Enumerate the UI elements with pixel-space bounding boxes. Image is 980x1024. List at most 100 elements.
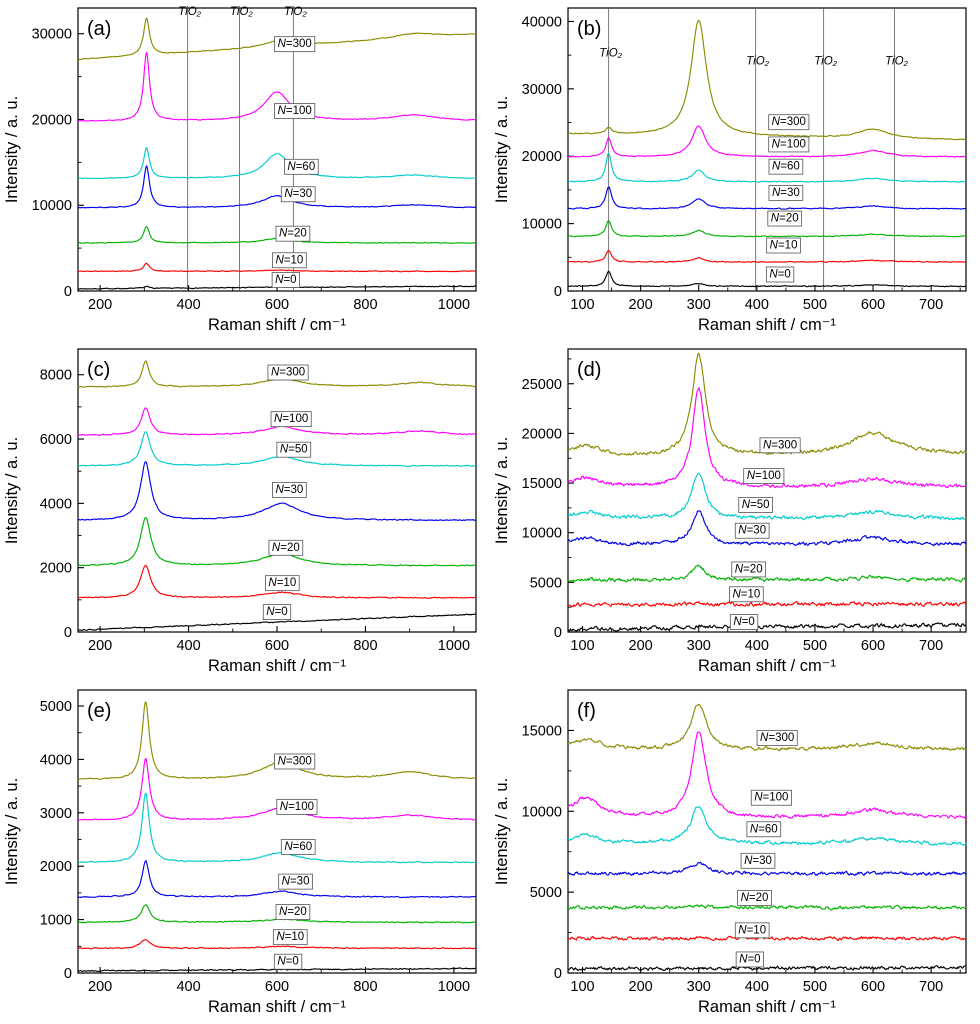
curve-label-box	[272, 481, 307, 498]
curve-label-box	[768, 136, 810, 153]
series-curve-N=0	[567, 270, 967, 288]
x-tick-label: 400	[176, 979, 200, 995]
curve-label-box	[275, 904, 311, 920]
y-tick-label: 10000	[32, 198, 72, 214]
series-curve-N=300	[567, 19, 966, 141]
x-axis-title: Raman shift / cm⁻¹	[208, 657, 346, 675]
x-tick-label: 800	[353, 979, 377, 995]
curve-label-box	[262, 604, 292, 620]
y-tick-label: 0	[554, 284, 562, 300]
series-curve-N=60	[77, 147, 476, 180]
panel-letter-d: (d)	[577, 359, 601, 381]
curve-label-N=0: N=0	[266, 606, 287, 618]
panel-f: 100 200 300 400 500 600 700 0 5000 10000 15000 N=0 N…	[490, 682, 980, 1023]
curve-label-box	[273, 953, 303, 970]
y-tick-label: 0	[64, 966, 72, 982]
panel-c: 200 400 600 800 1000 0 2000 4000 6000 8000 N=0 N=10…	[0, 341, 490, 682]
series-curve-N=60	[567, 806, 967, 846]
curve-label-N=20: N=20	[771, 213, 799, 225]
panel-e: 200 400 600 800 1000 0 1000 2000 3000 4000 5000 N=0…	[0, 682, 490, 1023]
x-tick-label: 300	[687, 979, 711, 995]
panel-d-plot: 100 200 300 400 500 600 700 0 5000 10000 15000 2000…	[493, 348, 967, 675]
curve-label-N=300: N=300	[772, 116, 806, 128]
curve-label-N=20: N=20	[279, 906, 307, 918]
tio2-label: TiO₂	[746, 56, 769, 68]
x-tick-label: 400	[745, 297, 769, 313]
curve-label-box	[740, 852, 776, 869]
curve-label-box	[729, 586, 764, 603]
curve-label-N=0: N=0	[277, 956, 298, 968]
x-tick-label: 600	[861, 297, 885, 313]
y-tick-label: 25000	[522, 377, 562, 393]
curve-label-N=100: N=100	[280, 801, 314, 813]
y-tick-label: 40000	[522, 14, 562, 30]
x-tick-label: 600	[265, 638, 289, 654]
series-curve-N=30	[567, 186, 967, 210]
y-tick-label: 1000	[40, 913, 72, 929]
x-tick-label: 300	[687, 297, 711, 313]
curve-label-N=10: N=10	[738, 924, 766, 936]
curve-label-N=0: N=0	[769, 268, 790, 280]
y-axis-title: Intensity / a. u.	[493, 778, 511, 885]
axes-frame	[567, 348, 967, 633]
curve-label-box	[765, 266, 795, 283]
y-tick-label: 15000	[522, 723, 562, 739]
curve-label-box	[768, 158, 804, 175]
x-tick-label: 1000	[438, 979, 470, 995]
curve-label-N=30: N=30	[738, 525, 766, 537]
curve-label-box	[734, 922, 770, 939]
curve-label-N=10: N=10	[268, 577, 296, 589]
x-axis-title: Raman shift / cm⁻¹	[208, 316, 346, 334]
panel-f-plot: 100 200 300 400 500 600 700 0 5000 10000 15000 N=0 N…	[493, 689, 967, 1016]
x-tick-label: 200	[629, 638, 653, 654]
y-axis-title: Intensity / a. u.	[3, 437, 21, 544]
curve-label-box	[274, 36, 316, 53]
x-tick-label: 600	[265, 979, 289, 995]
curve-label-box	[737, 890, 772, 906]
series-curve-N=30	[77, 165, 476, 209]
x-tick-label: 1000	[438, 297, 470, 313]
curve-label-N=20: N=20	[741, 892, 769, 904]
panel-e-plot: 200 400 600 800 1000 0 1000 2000 3000 4000 5000 N=0…	[3, 689, 477, 1016]
x-tick-label: 600	[265, 297, 289, 313]
y-tick-label: 2000	[40, 859, 72, 875]
y-tick-label: 30000	[522, 82, 562, 98]
x-axis-title: Raman shift / cm⁻¹	[698, 998, 836, 1016]
x-tick-label: 400	[176, 297, 200, 313]
series-curve-N=10	[568, 249, 967, 263]
y-tick-label: 8000	[40, 368, 72, 384]
curve-label-N=300: N=300	[278, 755, 312, 767]
y-tick-label: 20000	[32, 112, 72, 128]
y-tick-label: 4000	[40, 752, 72, 768]
panel-letter-c: (c)	[87, 359, 110, 381]
curve-label-box	[734, 522, 770, 539]
series-curve-N=100	[567, 387, 967, 489]
panel-b: 100 200 300 400 500 600 700 0 10000 20000 30000 400…	[490, 0, 980, 341]
x-tick-label: 800	[353, 638, 377, 654]
curve-label-box	[274, 753, 316, 770]
series-curve-N=10	[77, 262, 477, 273]
y-tick-label: 30000	[32, 27, 72, 43]
curve-label-box	[731, 561, 767, 578]
y-tick-label: 6000	[40, 432, 72, 448]
curve-label-N=100: N=100	[772, 138, 806, 150]
panel-a: 200 400 600 800 1000 0 10000 20000 30000 TiO₂ TiO₂…	[0, 0, 490, 341]
series-curve-N=10	[77, 564, 477, 600]
series-curve-N=0	[77, 613, 477, 631]
y-tick-label: 4000	[40, 496, 72, 512]
curve-label-box	[272, 252, 307, 269]
x-axis-title: Raman shift / cm⁻¹	[698, 657, 836, 675]
curve-label-box	[270, 411, 312, 428]
x-tick-label: 700	[919, 297, 943, 313]
curve-label-box	[275, 225, 311, 242]
curve-label-box	[280, 839, 316, 855]
series-curve-N=20	[567, 564, 967, 583]
curve-label-box	[767, 210, 803, 227]
y-axis-title: Intensity / a. u.	[3, 96, 21, 203]
curve-label-box	[766, 237, 801, 254]
curve-label-box	[264, 575, 300, 592]
axes-frame	[77, 689, 477, 974]
x-tick-label: 200	[88, 979, 112, 995]
curve-label-box	[280, 186, 316, 203]
curve-label-N=300: N=300	[278, 38, 312, 50]
